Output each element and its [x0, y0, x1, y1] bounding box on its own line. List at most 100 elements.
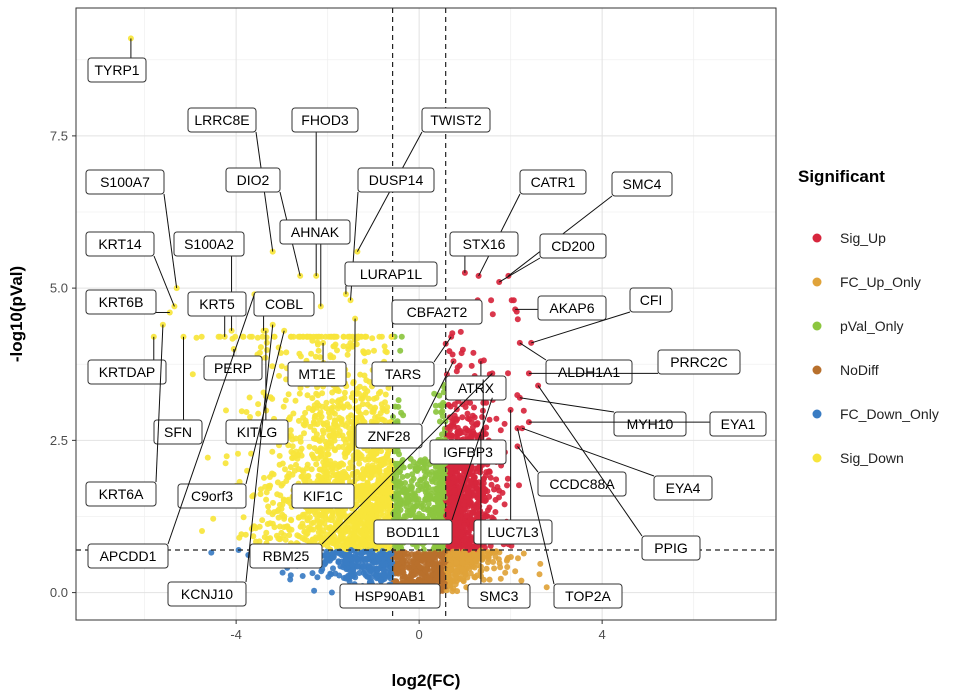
point-fc-down-only: [328, 589, 335, 596]
gene-name: APCDD1: [100, 548, 157, 564]
point-sig-down: [368, 418, 375, 425]
gene-name: IGFBP3: [443, 444, 493, 460]
point-sig-down: [349, 342, 356, 349]
point-sig-down: [334, 347, 340, 354]
point-sig-down: [295, 333, 302, 340]
point-fc-up-only: [462, 571, 469, 578]
gene-label-tars: TARS: [371, 336, 452, 387]
point-sig-down: [362, 507, 369, 514]
point-sig-down: [236, 534, 243, 541]
point-sig-down: [277, 492, 284, 499]
point-sig-down: [238, 408, 245, 415]
point-pval-only: [439, 504, 446, 511]
label-box: [391, 299, 483, 325]
point-sig-down: [370, 483, 376, 489]
gene-label-dio2: DIO2: [225, 167, 301, 277]
point-sig-up: [493, 476, 500, 483]
gene-label-dusp14: DUSP14: [350, 167, 435, 301]
point-fc-down-only: [388, 550, 395, 557]
point-sig-down: [281, 532, 288, 539]
point-sig-down: [295, 514, 302, 521]
point-sig-down: [343, 546, 350, 553]
point-sig-up: [488, 481, 495, 488]
point-pval-only: [407, 463, 414, 470]
point-pval-only: [415, 466, 422, 473]
point-sig-up: [466, 498, 473, 505]
axis-ticks: -4 0 4 0.0 2.5 5.0 7.5: [50, 128, 606, 642]
point-pval-only: [397, 347, 404, 354]
point-sig-down: [150, 333, 157, 340]
gene-name: AKAP6: [549, 300, 594, 316]
gene-label-rbm25: RBM25: [249, 373, 493, 569]
point-sig-down: [375, 390, 382, 397]
point-sig-down: [310, 435, 317, 442]
label-box: [429, 439, 507, 465]
point-sig-down: [362, 487, 369, 494]
point-sig-down: [329, 468, 336, 475]
gene-name: HSP90AB1: [355, 588, 426, 604]
label-box: [473, 519, 553, 545]
label-box: [279, 219, 351, 245]
point-fc-up-only: [497, 575, 504, 582]
point-fc-up-only: [493, 548, 500, 555]
point-pval-only: [402, 480, 409, 486]
point-sig-down: [315, 347, 322, 354]
point-sig-down: [361, 385, 368, 392]
point-nodiff: [423, 551, 430, 558]
label-box: [445, 375, 507, 401]
label-box: [537, 295, 607, 321]
point-sig-down: [263, 496, 270, 503]
point-sig-down: [263, 489, 270, 496]
point-sig-down: [360, 349, 367, 356]
point-pval-only: [438, 486, 444, 493]
point-sig-down: [341, 474, 347, 481]
point-sig-down: [369, 335, 376, 342]
gene-name: S100A7: [100, 174, 150, 190]
point-sig-down: [345, 474, 352, 481]
point-sig-down: [358, 333, 365, 340]
point-sig-down: [281, 327, 288, 334]
point-sig-down: [301, 422, 308, 429]
point-sig-down: [374, 546, 381, 553]
label-box: [539, 233, 607, 259]
point-sig-down: [257, 491, 264, 498]
point-sig-up: [504, 475, 511, 482]
point-nodiff: [404, 550, 411, 557]
label-box: [253, 291, 315, 317]
point-sig-down: [332, 341, 339, 348]
gene-name: KITLG: [237, 424, 277, 440]
point-nodiff: [416, 563, 423, 570]
point-fc-down-only: [287, 572, 294, 579]
point-sig-up: [493, 415, 500, 422]
point-sig-down: [323, 405, 330, 412]
point-pval-only: [430, 486, 437, 493]
point-sig-up: [501, 420, 508, 427]
point-pval-only: [399, 457, 406, 463]
point-sig-down: [311, 420, 318, 427]
point-fc-up-only: [491, 565, 498, 572]
point-sig-down: [335, 397, 342, 404]
point-sig-down: [336, 537, 343, 544]
point-sig-down: [318, 519, 325, 526]
point-sig-down: [217, 333, 224, 340]
point-nodiff: [426, 576, 433, 583]
label-box: [355, 423, 423, 449]
point-fc-down-only: [349, 561, 356, 568]
point-sig-down: [342, 439, 349, 446]
point-sig-up: [458, 507, 465, 514]
point-sig-down: [270, 471, 277, 478]
point-sig-down: [286, 532, 293, 539]
point-sig-down: [320, 420, 327, 427]
point-pval-only: [414, 500, 421, 507]
gene-label-bod1l1: BOD1L1: [373, 397, 493, 545]
point-fc-down-only: [366, 550, 373, 557]
point-pval-only: [436, 514, 443, 521]
point-fc-down-only: [299, 573, 306, 579]
point-sig-down: [380, 407, 387, 413]
point-sig-down: [345, 414, 352, 421]
point-sig-down: [239, 333, 246, 340]
point-sig-up: [461, 464, 468, 471]
point-sig-down: [326, 414, 333, 421]
gene-name: AHNAK: [291, 224, 340, 240]
gene-name: LURAP1L: [360, 266, 422, 282]
